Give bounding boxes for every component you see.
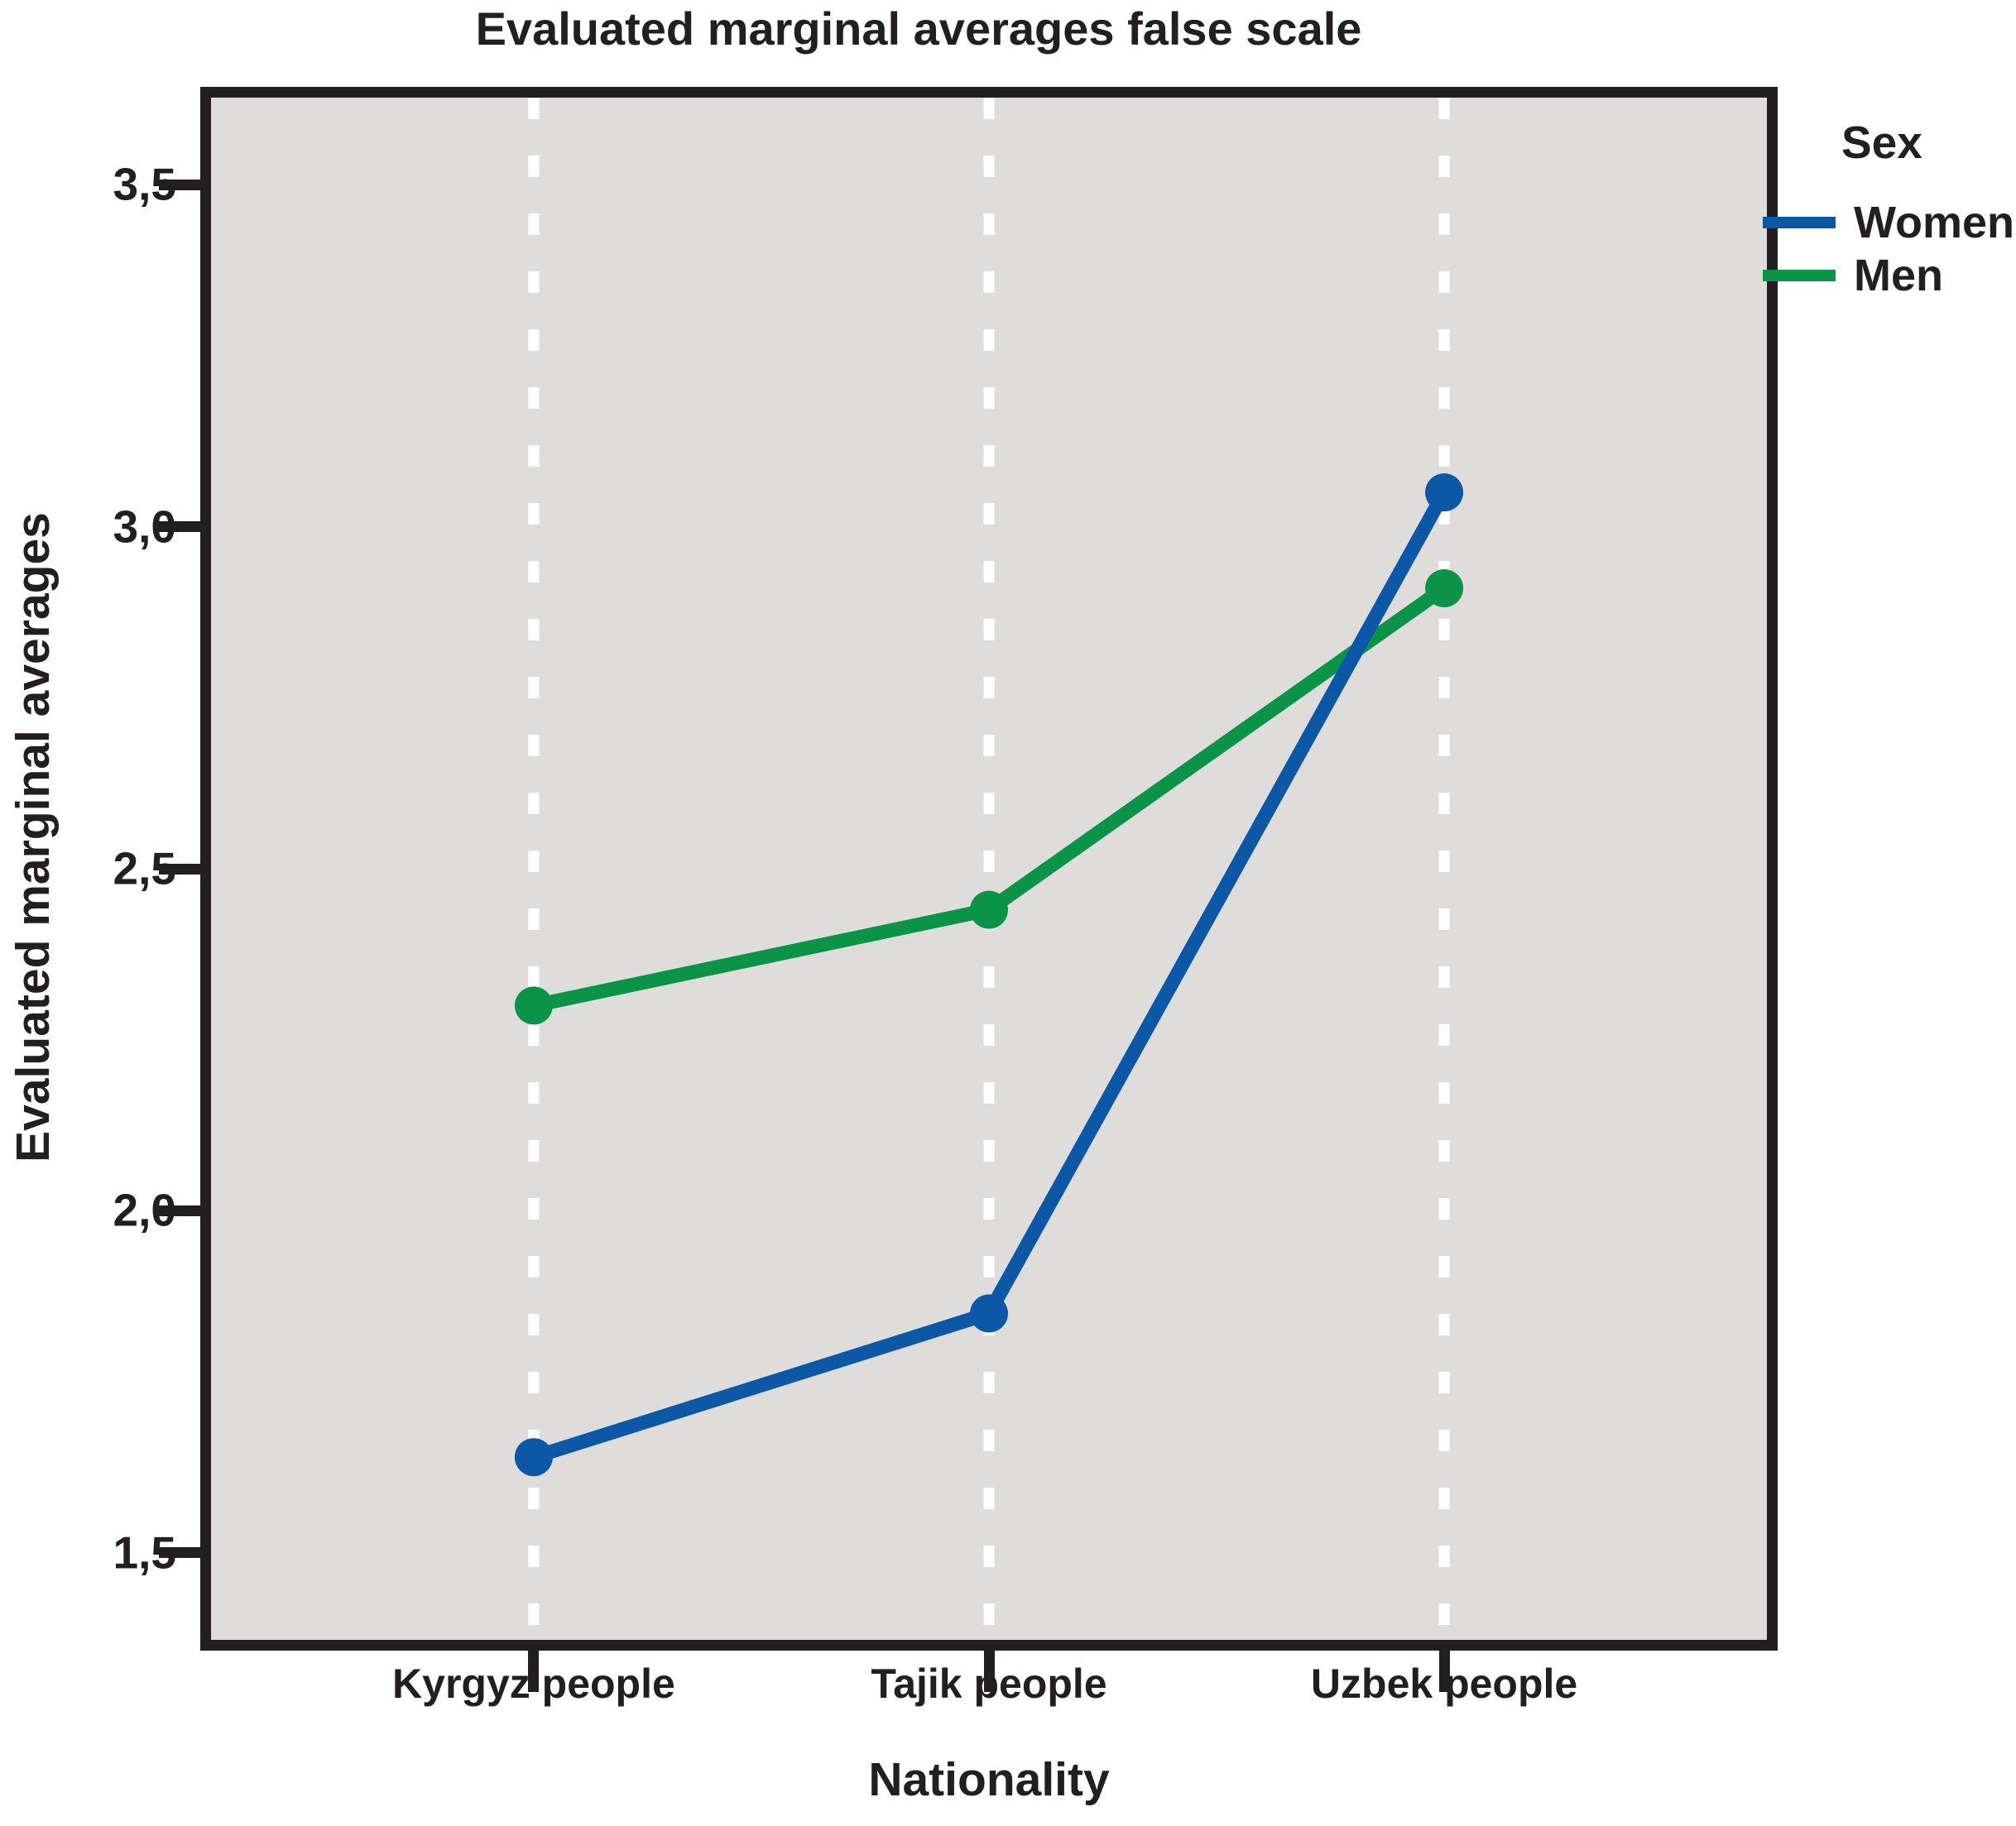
y-tick-mark-2,5 [159,863,200,875]
legend-entry-label-men: Men [1854,251,1943,300]
legend-entry-label-women: Women [1854,198,2015,247]
x-tick-label-2: Tajik people [871,1661,1107,1707]
data-point-men-1 [514,986,553,1025]
y-tick-mark-1,5 [159,1547,200,1559]
legend: Sex Women Men [1754,108,2016,323]
x-tick-mark-1 [528,1651,540,1692]
y-tick-labels: 3,5 3,0 2,5 2,0 1,5 [0,0,176,1826]
legend-swatch-women [1763,217,1836,228]
data-point-men-3 [1425,568,1464,607]
data-point-men-2 [970,890,1008,929]
data-point-women-2 [970,1294,1008,1333]
legend-swatch-men [1763,270,1836,281]
y-tick-mark-2,0 [159,1205,200,1216]
x-tick-mark-2 [983,1651,995,1692]
x-tick-label-1: Kyrgyz people [392,1661,675,1707]
x-axis-title: Nationality [868,1753,1110,1806]
legend-title: Sex [1841,117,1922,168]
data-point-women-3 [1425,473,1464,512]
plot-area [200,87,1778,1651]
legend-entry-men: Men [1754,249,2016,302]
legend-entry-women: Women [1754,196,2016,249]
chart-title: Evaluated marginal averages false scale [475,2,1362,55]
y-tick-mark-3,5 [159,179,200,190]
data-point-women-1 [514,1438,553,1477]
y-tick-mark-3,0 [159,521,200,532]
x-tick-label-3: Uzbek people [1310,1661,1578,1707]
x-tick-mark-3 [1438,1651,1450,1692]
